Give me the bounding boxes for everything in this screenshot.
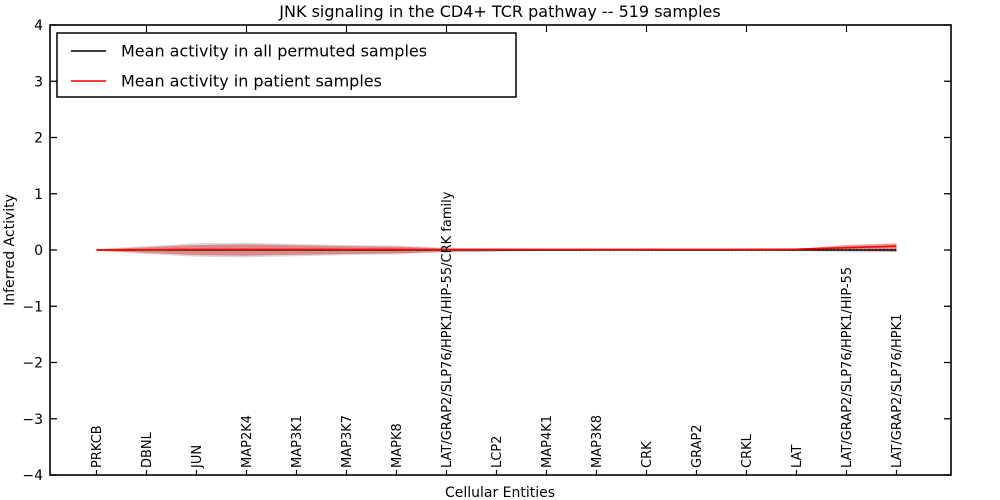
- chart-title: JNK signaling in the CD4+ TCR pathway --…: [278, 2, 720, 21]
- category-label: LAT/GRAP2/SLP76/HPK1: [890, 314, 905, 468]
- category-label: JUN: [190, 445, 205, 469]
- y-tick-label: 0: [34, 243, 43, 259]
- category-label: MAP4K1: [540, 415, 555, 468]
- category-label: PRKCB: [90, 425, 105, 468]
- category-label: MAPK8: [390, 423, 405, 468]
- y-tick-label: 2: [34, 131, 43, 147]
- y-tick-label: −4: [22, 468, 43, 484]
- legend-box: [56, 32, 517, 98]
- y-tick-label: 1: [34, 187, 43, 203]
- category-label: MAP3K1: [290, 415, 305, 468]
- y-axis-label: Inferred Activity: [2, 194, 18, 306]
- category-label: LAT/GRAP2/SLP76/HPK1/HIP-55: [840, 267, 855, 468]
- legend: Mean activity in all permuted samples Me…: [56, 32, 517, 98]
- y-tick-label: 3: [34, 74, 43, 90]
- category-label: DBNL: [140, 431, 155, 468]
- category-label: LAT/GRAP2/SLP76/HPK1/HIP-55/CRK family: [440, 191, 455, 468]
- category-label: CRK: [640, 441, 655, 468]
- y-tick-label: −2: [22, 356, 43, 372]
- patient-mean-line: [96, 245, 897, 251]
- y-tick-label: −1: [22, 299, 43, 315]
- category-label: CRKL: [740, 433, 755, 468]
- category-label: MAP3K7: [340, 415, 355, 468]
- y-tick-label: 4: [34, 18, 43, 34]
- y-tick-label: −3: [22, 412, 43, 428]
- axes-frame: [49, 24, 952, 476]
- legend-label-patient: Mean activity in patient samples: [121, 72, 382, 91]
- category-label: LCP2: [490, 436, 505, 468]
- category-label: MAP3K8: [590, 415, 605, 468]
- plot-area: 4 3 2 1 0 −1 −2 −3 −4 PRKCB DBNL JUN MAP2K4 MAP3K1 MAP…: [22, 18, 951, 484]
- x-axis-label: Cellular Entities: [445, 485, 555, 500]
- category-label: LAT: [790, 445, 805, 468]
- legend-label-permuted: Mean activity in all permuted samples: [121, 42, 427, 61]
- category-label: GRAP2: [690, 424, 705, 468]
- category-label: MAP2K4: [240, 415, 255, 468]
